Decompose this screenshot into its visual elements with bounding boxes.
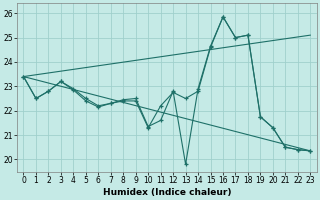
X-axis label: Humidex (Indice chaleur): Humidex (Indice chaleur) bbox=[103, 188, 231, 197]
